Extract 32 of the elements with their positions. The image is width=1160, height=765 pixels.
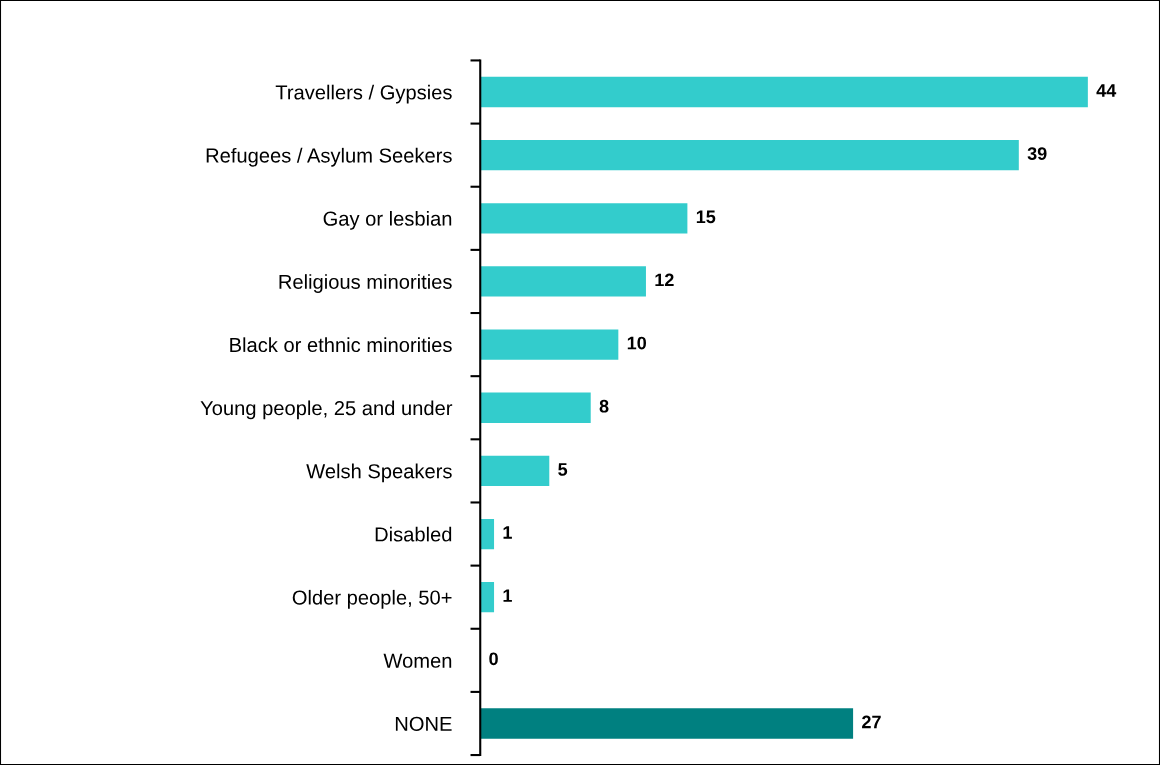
data-label: 15 [696, 210, 716, 224]
bar [480, 392, 591, 423]
y-tick-label: Welsh Speakers [306, 463, 452, 483]
data-label: 12 [655, 273, 674, 287]
data-label: 44 [1096, 84, 1117, 97]
data-label: 8 [599, 399, 609, 413]
data-label: 39 [1027, 147, 1047, 161]
y-tick-label: Older people, 50+ [292, 589, 452, 609]
bar [480, 455, 550, 487]
bar [480, 76, 1088, 108]
y-tick-label: Refugees / Asylum Seekers [206, 147, 452, 167]
data-label: 27 [862, 715, 881, 729]
data-label: 5 [558, 463, 568, 476]
y-tick-label: Black or ethnic minorities [230, 337, 452, 353]
y-tick-label: Women [383, 653, 452, 668]
data-label: 1 [503, 589, 512, 602]
bar [480, 140, 1019, 171]
data-label: 1 [503, 526, 512, 539]
data-label: 0 [489, 652, 498, 666]
data-label: 10 [627, 336, 647, 350]
bar [480, 329, 619, 360]
bar [480, 518, 495, 550]
bar [480, 266, 646, 297]
y-tick-label: Travellers / Gypsies [275, 84, 452, 104]
bar [480, 582, 495, 613]
bar [480, 203, 688, 234]
y-tick-label: NONE [395, 716, 452, 731]
y-tick-label: Disabled [375, 526, 452, 542]
y-tick-label: Young people, 25 and under [200, 400, 453, 420]
bar [480, 708, 854, 739]
y-tick-label: Gay or lesbian [323, 211, 452, 230]
y-tick-label: Religious minorities [279, 274, 452, 293]
